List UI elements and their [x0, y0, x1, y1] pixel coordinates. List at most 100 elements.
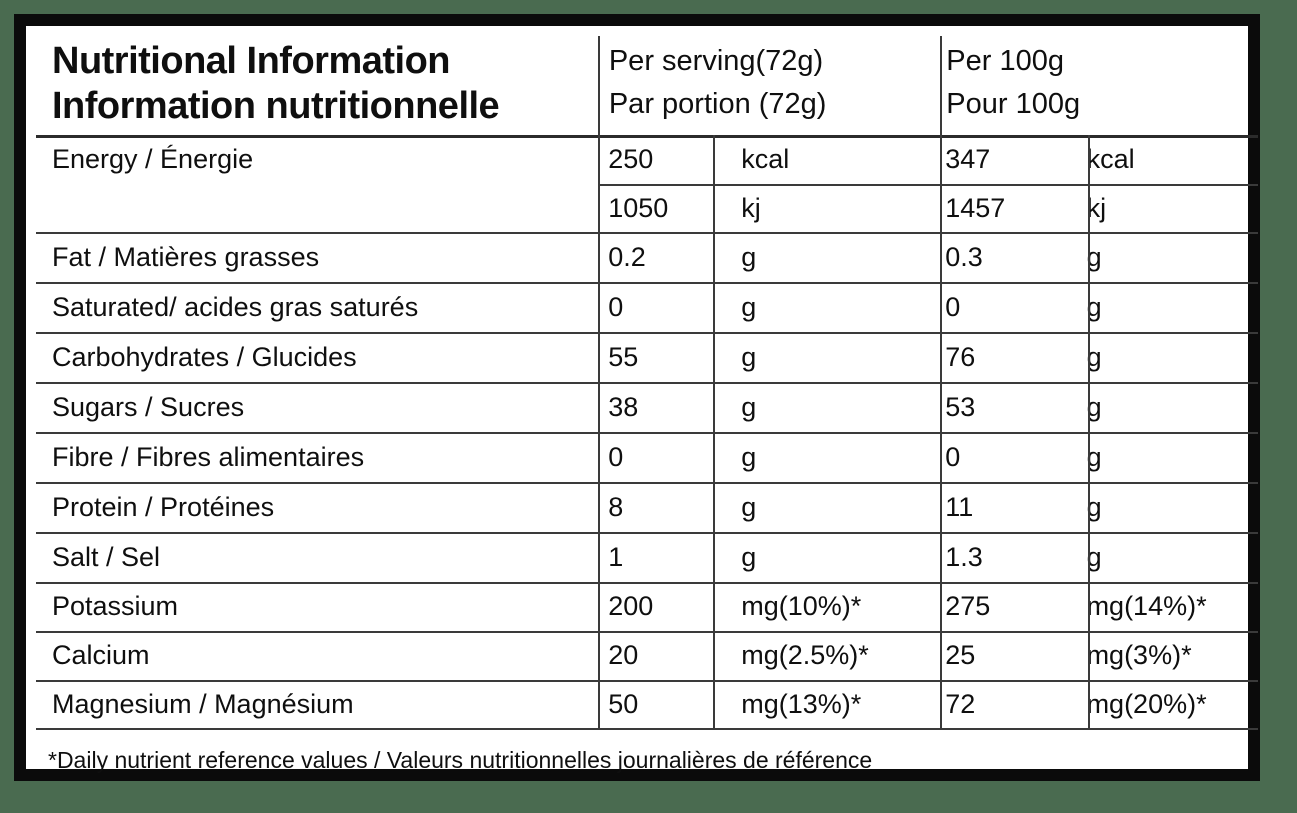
serving-value: 1050 [608, 192, 669, 223]
column-header-per-100g: Per 100g Pour 100g [922, 26, 1248, 135]
per100g-unit: g [1086, 491, 1102, 522]
per100g-value: 347 [945, 144, 991, 174]
per-100g-column-divider-line [940, 36, 942, 728]
row-divider-line [36, 282, 1258, 284]
serving-unit: g [741, 541, 757, 572]
table-row-potassium: Potassium 200 mg(10%)* 275 mg(14%)* [26, 582, 1248, 631]
serving-unit: g [741, 391, 757, 422]
table-row-carbohydrates: Carbohydrates / Glucides 55 g 76 g [26, 332, 1248, 382]
header-divider-line [36, 135, 1258, 138]
per100g-unit: g [1086, 391, 1102, 422]
per100g-unit: g [1086, 441, 1102, 472]
serving-unit: g [741, 291, 757, 322]
nutrient-label: Magnesium / Magnésium [52, 688, 354, 719]
per100g-value: 1457 [945, 192, 1006, 223]
energy-sub-divider-line [598, 184, 1258, 186]
nutrient-label: Fat / Matières grasses [52, 241, 320, 272]
table-row-energy-kcal: Energy / Énergie 250 kcal 347 kcal [26, 135, 1248, 184]
per100g-value: 275 [945, 591, 991, 621]
per100g-value: 72 [945, 688, 976, 719]
per100g-unit: kcal [1086, 144, 1135, 174]
serving-unit: g [741, 241, 757, 272]
per100g-unit: mg(3%)* [1086, 640, 1192, 670]
nutrient-label: Potassium [52, 591, 179, 621]
serving-value: 38 [608, 391, 639, 422]
serving-value: 20 [608, 640, 639, 670]
row-divider-line [36, 382, 1258, 384]
nutrient-label: Salt / Sel [52, 541, 161, 572]
serving-value: 0 [608, 291, 624, 322]
serving-unit: g [741, 491, 757, 522]
table-row-energy-kj: 1050 kj 1457 kj [26, 184, 1248, 232]
per-100g-unit-divider-line [1088, 135, 1090, 728]
serving-value: 1 [608, 541, 624, 572]
row-divider-line [36, 680, 1258, 682]
table-title: Nutritional Information Information nutr… [26, 26, 587, 135]
per100g-unit: kj [1086, 192, 1107, 223]
row-divider-line [36, 582, 1258, 584]
serving-value: 200 [608, 591, 654, 621]
per100g-value: 25 [945, 640, 976, 670]
per100g-value: 76 [945, 341, 976, 372]
nutrient-label: Fibre / Fibres alimentaires [52, 441, 365, 472]
nutrient-label: Carbohydrates / Glucides [52, 341, 357, 372]
table-row-protein: Protein / Protéines 8 g 11 g [26, 482, 1248, 532]
row-divider-line [36, 631, 1258, 633]
row-divider-line [36, 432, 1258, 434]
table-row-magnesium: Magnesium / Magnésium 50 mg(13%)* 72 mg(… [26, 680, 1248, 728]
table-row-sugars: Sugars / Sucres 38 g 53 g [26, 382, 1248, 432]
per100g-value: 53 [945, 391, 976, 422]
nutrient-label: Protein / Protéines [52, 491, 275, 522]
title-french: Information nutritionnelle [52, 84, 500, 127]
per-serving-label-fr: Par portion (72g) [608, 87, 827, 120]
table-row-fat: Fat / Matières grasses 0.2 g 0.3 g [26, 232, 1248, 282]
row-divider-line [36, 332, 1258, 334]
per100g-value: 11 [945, 491, 974, 522]
per100g-unit: g [1086, 541, 1102, 572]
table-row-salt: Salt / Sel 1 g 1.3 g [26, 532, 1248, 582]
per-100g-label-fr: Pour 100g [946, 87, 1081, 120]
column-header-per-serving: Per serving(72g) Par portion (72g) [587, 26, 922, 135]
serving-unit: mg(13%)* [741, 688, 862, 719]
nutrient-label: Sugars / Sucres [52, 391, 245, 422]
table-row-fibre: Fibre / Fibres alimentaires 0 g 0 g [26, 432, 1248, 482]
row-divider-line [36, 232, 1258, 234]
serving-unit: g [741, 441, 757, 472]
serving-value: 0.2 [608, 241, 646, 272]
serving-value: 250 [608, 144, 654, 174]
per100g-unit: mg(14%)* [1086, 591, 1207, 621]
serving-unit: mg(10%)* [741, 591, 862, 621]
table-header: Nutritional Information Information nutr… [26, 26, 1248, 135]
nutrient-label: Saturated/ acides gras saturés [52, 291, 419, 322]
nutrition-label: Nutritional Information Information nutr… [14, 14, 1260, 781]
table-row-calcium: Calcium 20 mg(2.5%)* 25 mg(3%)* [26, 631, 1248, 680]
row-divider-line [36, 728, 1258, 730]
row-divider-line [36, 482, 1258, 484]
serving-value: 50 [608, 688, 639, 719]
per100g-unit: g [1086, 241, 1102, 272]
serving-unit: kcal [741, 144, 790, 174]
nutrient-label: Energy / Énergie [52, 144, 254, 174]
per100g-value: 0 [945, 291, 961, 322]
serving-value: 0 [608, 441, 624, 472]
per100g-unit: g [1086, 291, 1102, 322]
serving-unit: mg(2.5%)* [741, 640, 869, 670]
per100g-value: 0.3 [945, 241, 983, 272]
per100g-unit: mg(20%)* [1086, 688, 1207, 719]
serving-value: 8 [608, 491, 624, 522]
title-english: Nutritional Information [52, 39, 451, 82]
label-column-divider-line [598, 36, 600, 728]
serving-unit: g [741, 341, 757, 372]
per100g-value: 1.3 [945, 541, 983, 572]
serving-unit-divider-line [713, 135, 715, 728]
nutrition-table: Nutritional Information Information nutr… [26, 26, 1258, 773]
table-row-saturated: Saturated/ acides gras saturés 0 g 0 g [26, 282, 1248, 332]
per-serving-label-en: Per serving(72g) [608, 44, 824, 77]
serving-value: 55 [608, 341, 639, 372]
per-100g-label-en: Per 100g [946, 44, 1064, 77]
nutrient-label [26, 184, 586, 232]
serving-unit: kj [741, 192, 761, 223]
nutrient-label: Calcium [52, 640, 150, 670]
row-divider-line [36, 532, 1258, 534]
per100g-unit: g [1086, 341, 1102, 372]
